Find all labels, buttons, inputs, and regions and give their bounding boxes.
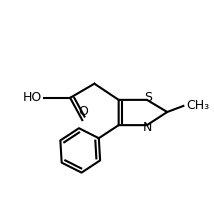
Text: S: S (145, 91, 153, 104)
Text: CH₃: CH₃ (186, 99, 210, 112)
Text: O: O (78, 105, 88, 118)
Text: N: N (142, 121, 152, 134)
Text: HO: HO (23, 91, 42, 104)
